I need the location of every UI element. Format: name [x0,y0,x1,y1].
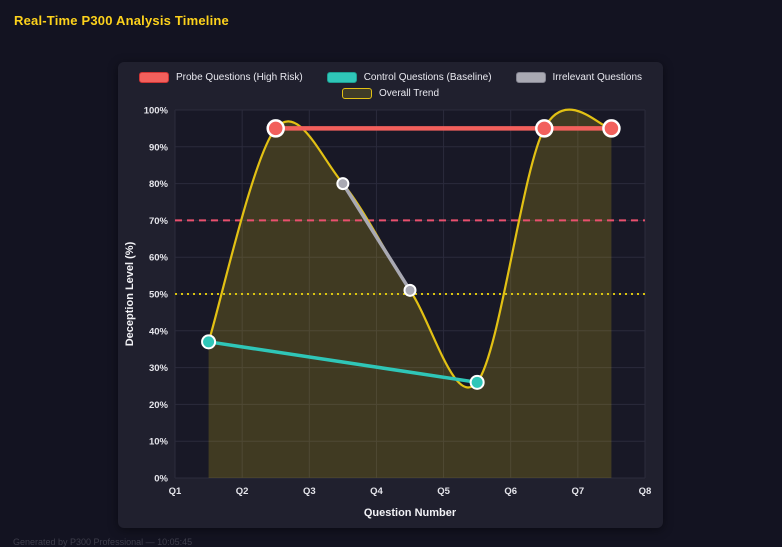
y-tick-label: 30% [149,363,169,374]
y-tick-label: 70% [149,216,169,227]
y-tick-label: 50% [149,290,169,301]
data-point[interactable] [535,119,554,138]
footer-note: Generated by P300 Professional — 10:05:4… [13,537,193,547]
y-axis-title: Deception Level (%) [124,241,136,346]
legend-row-1: Probe Questions (High Risk) Control Ques… [138,72,643,83]
y-tick-label: 20% [149,400,169,411]
data-point[interactable] [266,119,285,138]
x-axis-title: Question Number [364,507,457,519]
timeline-chart: Q1 Q2 Q3 Q4 Q5 Q6 Q7 Q8 0% 10% 20% 30% 40% 50% 60% 70% 8… [124,106,652,520]
page-title: Real-Time P300 Analysis Timeline [14,13,229,28]
legend-item-irrelevant-questions[interactable]: Irrelevant Questions [515,72,643,83]
x-tick-label: Q5 [437,486,450,497]
y-tick-label: 60% [149,253,169,264]
legend-row-2: Overall Trend [341,88,440,99]
series-line [206,340,479,385]
legend-swatch-probe [138,72,169,83]
legend-item-probe-questions[interactable]: Probe Questions (High Risk) [138,72,303,83]
data-point[interactable] [602,119,621,138]
x-tick-label: Q3 [303,486,316,497]
x-tick-label: Q1 [169,486,182,497]
legend-swatch-control [326,72,357,83]
chart-panel: Probe Questions (High Risk) Control Ques… [118,62,663,528]
x-tick-label: Q6 [504,486,517,497]
series-line [341,181,412,293]
y-tick-label: 40% [149,326,169,337]
data-point[interactable] [403,283,417,297]
legend-swatch-trend [341,88,372,99]
x-tick-label: Q2 [236,486,249,497]
legend-label-trend: Overall Trend [378,88,440,99]
y-tick-label: 80% [149,179,169,190]
x-tick-label: Q7 [572,486,585,497]
data-point[interactable] [201,334,217,350]
y-tick-label: 0% [154,474,168,485]
x-tick-label: Q4 [370,486,383,497]
x-tick-label: Q8 [639,486,652,497]
chart-legend: Probe Questions (High Risk) Control Ques… [118,72,663,99]
legend-item-control-questions[interactable]: Control Questions (Baseline) [326,72,492,83]
y-tick-label: 10% [149,437,169,448]
legend-label-control: Control Questions (Baseline) [363,72,492,83]
y-tick-label: 90% [149,142,169,153]
y-tick-label: 100% [144,106,169,117]
legend-label-probe: Probe Questions (High Risk) [175,72,303,83]
data-point[interactable] [336,177,350,191]
legend-swatch-irrelevant [515,72,546,83]
legend-label-irrelevant: Irrelevant Questions [552,72,643,83]
data-point[interactable] [469,374,485,390]
legend-item-overall-trend[interactable]: Overall Trend [341,88,440,99]
